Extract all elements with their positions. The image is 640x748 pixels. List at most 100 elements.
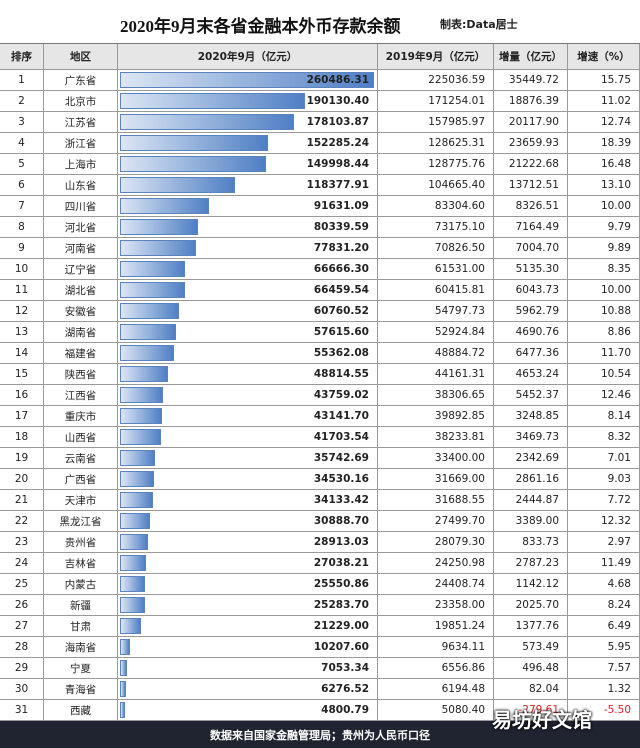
value-2020-cell: 66459.54 [118, 280, 378, 301]
rank-cell: 2 [0, 91, 44, 112]
region: 湖北省 [64, 284, 97, 297]
region-cell: 天津市 [44, 490, 118, 511]
value-2019-cell: 31669.00 [378, 469, 494, 490]
increase-cell: 7004.70 [494, 238, 568, 259]
value-2019: 54797.73 [434, 305, 485, 317]
data-bar [120, 177, 236, 193]
data-bar [120, 240, 196, 256]
region-cell: 河南省 [44, 238, 118, 259]
value-2020-cell: 4800.79 [118, 700, 378, 721]
region: 黑龙江省 [59, 515, 102, 528]
rank-cell: 12 [0, 301, 44, 322]
rank-cell: 18 [0, 427, 44, 448]
region: 宁夏 [70, 662, 91, 675]
region-cell: 浙江省 [44, 133, 118, 154]
growth-rate-cell: 11.02 [568, 91, 640, 112]
value-2020: 30888.70 [313, 515, 369, 527]
value-2019: 73175.10 [434, 221, 485, 233]
region: 内蒙古 [64, 578, 97, 591]
growth-rate-cell: 15.75 [568, 70, 640, 91]
rank: 3 [18, 116, 25, 128]
region: 吉林省 [64, 557, 97, 570]
growth-rate: 8.32 [607, 431, 631, 443]
region-cell: 河北省 [44, 217, 118, 238]
increase-cell: 2787.23 [494, 553, 568, 574]
value-2020-cell: 43759.02 [118, 385, 378, 406]
increase: 8326.51 [515, 200, 559, 212]
growth-rate: 7.72 [607, 494, 631, 506]
increase-cell: 5135.30 [494, 259, 568, 280]
value-2020: 48814.55 [313, 368, 369, 380]
data-bar [120, 450, 155, 466]
value-2020: 80339.59 [313, 221, 369, 233]
rank-cell: 7 [0, 196, 44, 217]
rank-cell: 1 [0, 70, 44, 91]
growth-rate-cell: 10.88 [568, 301, 640, 322]
value-2019: 28079.30 [434, 536, 485, 548]
value-2020: 6276.52 [321, 683, 369, 695]
growth-rate-cell: 7.01 [568, 448, 640, 469]
value-2019: 5080.40 [441, 704, 485, 716]
region: 四川省 [64, 200, 97, 213]
growth-rate: -5.50 [603, 704, 631, 716]
value-2019: 6556.86 [441, 662, 485, 674]
value-2020: 77831.20 [313, 242, 369, 254]
value-2020-cell: 55362.08 [118, 343, 378, 364]
growth-rate-cell: 18.39 [568, 133, 640, 154]
region-cell: 湖北省 [44, 280, 118, 301]
value-2020: 27038.21 [313, 557, 369, 569]
increase-cell: 1142.12 [494, 574, 568, 595]
value-2020: 260486.31 [306, 74, 369, 86]
value-2020: 60760.52 [313, 305, 369, 317]
rank: 7 [18, 200, 25, 212]
value-2020: 91631.09 [313, 200, 369, 212]
value-2019-cell: 33400.00 [378, 448, 494, 469]
increase: -279.61 [518, 704, 559, 716]
region: 北京市 [64, 95, 97, 108]
growth-rate-cell: 10.54 [568, 364, 640, 385]
growth-rate-cell: 9.03 [568, 469, 640, 490]
increase: 3469.73 [515, 431, 559, 443]
data-bar [120, 387, 163, 403]
value-2020: 34133.42 [313, 494, 369, 506]
region-cell: 西藏 [44, 700, 118, 721]
value-2020-cell: 152285.24 [118, 133, 378, 154]
rank: 24 [14, 557, 29, 569]
increase-cell: 573.49 [494, 637, 568, 658]
region: 西藏 [70, 704, 91, 717]
value-2019-cell: 73175.10 [378, 217, 494, 238]
region: 山西省 [64, 431, 97, 444]
region-cell: 重庆市 [44, 406, 118, 427]
region: 江西省 [64, 389, 97, 402]
value-2020-cell: 66666.30 [118, 259, 378, 280]
growth-rate-cell: 11.70 [568, 343, 640, 364]
data-bar [120, 72, 374, 88]
growth-rate: 10.88 [600, 305, 631, 317]
increase-cell: 496.48 [494, 658, 568, 679]
increase-cell: 6477.36 [494, 343, 568, 364]
region: 云南省 [64, 452, 97, 465]
value-2020-cell: 41703.54 [118, 427, 378, 448]
data-bar [120, 324, 177, 340]
growth-rate: 9.89 [607, 242, 631, 254]
increase-cell: 2342.69 [494, 448, 568, 469]
value-2020: 21229.00 [313, 620, 369, 632]
value-2019-cell: 171254.01 [378, 91, 494, 112]
value-2020-cell: 80339.59 [118, 217, 378, 238]
rank: 28 [14, 641, 29, 653]
rank-cell: 11 [0, 280, 44, 301]
value-2019-cell: 6194.48 [378, 679, 494, 700]
growth-rate-cell: 6.49 [568, 616, 640, 637]
value-2020-cell: 118377.91 [118, 175, 378, 196]
rank-cell: 22 [0, 511, 44, 532]
value-2020-cell: 260486.31 [118, 70, 378, 91]
data-bar [120, 93, 306, 109]
rank: 27 [14, 620, 29, 632]
value-2020-cell: 27038.21 [118, 553, 378, 574]
value-2019: 6194.48 [441, 683, 485, 695]
rank-cell: 3 [0, 112, 44, 133]
value-2020: 25550.86 [313, 578, 369, 590]
region-cell: 贵州省 [44, 532, 118, 553]
growth-rate: 11.49 [600, 557, 631, 569]
data-bar [120, 135, 269, 151]
